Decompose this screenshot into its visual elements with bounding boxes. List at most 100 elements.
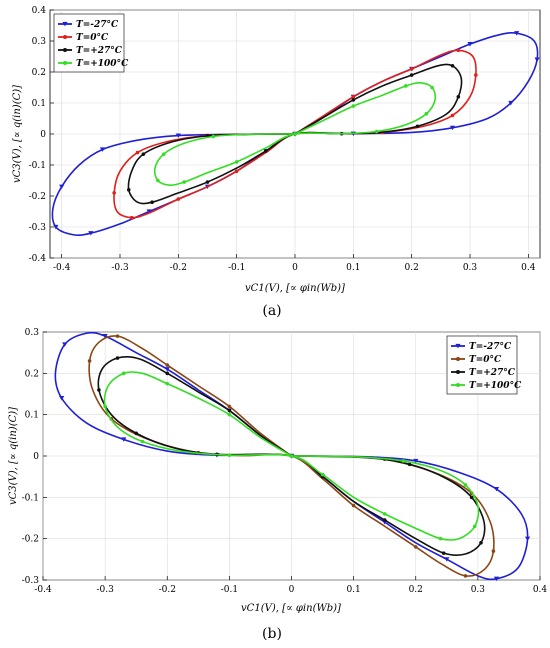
x-tick-label: 0.4 xyxy=(533,585,548,595)
legend-item: T=+27°C xyxy=(451,368,516,378)
series-point xyxy=(450,113,455,118)
series-point xyxy=(102,334,108,339)
series-point xyxy=(456,95,461,99)
legend-item: T=+27°C xyxy=(58,46,123,56)
series-point xyxy=(205,180,210,184)
series-point xyxy=(472,524,477,529)
series-point xyxy=(156,178,160,183)
x-tick-label: -0.3 xyxy=(111,263,129,273)
series-point xyxy=(165,371,170,376)
panel-b-xlabel: vC1(V), [∝ φin(Wb)] xyxy=(241,603,341,614)
series-point xyxy=(467,42,473,47)
legend-marker xyxy=(63,35,67,39)
series-point xyxy=(88,231,94,236)
series-point xyxy=(211,134,216,139)
series-point xyxy=(479,541,483,545)
series-point xyxy=(430,85,434,90)
series-point xyxy=(382,512,387,516)
series-point xyxy=(463,483,468,487)
series-point xyxy=(227,453,232,457)
x-tick-label: 0.2 xyxy=(405,263,419,273)
series-point xyxy=(175,133,181,138)
series-point xyxy=(62,342,68,347)
x-tick-label: 0.1 xyxy=(346,585,360,595)
panel-a-chart: -0.4 -0.3 -0.2 -0.1 0 0.1 0.2 0.3 0.4 -0.4 -0.3 -0.… xyxy=(12,6,541,319)
series-point xyxy=(227,412,232,417)
y-tick-label: 0.1 xyxy=(32,99,46,109)
x-tick-label: -0.4 xyxy=(53,263,71,273)
legend-item: T=0°C xyxy=(451,355,502,365)
legend-label: T=0°C xyxy=(469,355,502,365)
series-point xyxy=(176,197,181,201)
x-tick-label: -0.1 xyxy=(221,585,238,595)
series-point xyxy=(351,503,356,508)
x-tick-label: 0 xyxy=(292,263,298,273)
series-4 xyxy=(103,371,480,541)
series-point xyxy=(140,439,145,444)
series-point xyxy=(382,518,387,522)
panel-b-ylabel: vC3(V), [∝ q(in)(C)] xyxy=(8,407,19,505)
panel-b-series xyxy=(54,331,531,582)
y-tick-label: 0.3 xyxy=(25,328,40,338)
x-tick-label: -0.1 xyxy=(228,263,245,273)
panel-a-ticks: -0.4 -0.3 -0.2 -0.1 0 0.1 0.2 0.3 0.4 -0.4 -0.3 -0.… xyxy=(29,6,536,273)
series-point xyxy=(524,536,531,542)
legend-marker xyxy=(456,370,460,374)
legend-item: T=0°C xyxy=(58,33,109,43)
series-point xyxy=(514,31,520,36)
legend-item: T=-27°C xyxy=(451,342,512,352)
legend-label: T=-27°C xyxy=(76,20,119,30)
series-point xyxy=(289,454,294,458)
series-point xyxy=(438,536,443,541)
legend-marker xyxy=(63,61,67,65)
series-point xyxy=(121,371,126,376)
panel-a-series xyxy=(51,31,540,236)
legend-label: T=-27°C xyxy=(469,342,512,352)
legend-item: T=-27°C xyxy=(58,20,119,30)
legend-marker xyxy=(62,21,68,27)
series-point xyxy=(456,48,461,53)
series-point xyxy=(449,125,456,131)
series-point xyxy=(99,147,106,152)
legend-item: T=+100°C xyxy=(58,59,129,69)
series-point xyxy=(59,396,65,401)
y-tick-label: -0.3 xyxy=(22,576,40,586)
y-tick-label: 0 xyxy=(40,130,46,140)
series-point xyxy=(401,459,406,463)
series-point xyxy=(463,574,468,578)
series-point xyxy=(126,188,131,192)
series-point xyxy=(508,100,514,106)
x-tick-label: 0 xyxy=(289,585,295,595)
series-point xyxy=(534,57,540,62)
series-point xyxy=(129,215,134,220)
panel-a-legend: T=-27°C T=0°C T=+27°C T=+100°C xyxy=(53,13,129,73)
x-tick-label: 0.4 xyxy=(521,263,536,273)
x-tick-label: 0.1 xyxy=(346,263,360,273)
legend-marker xyxy=(456,383,460,387)
panel-a-ylabel: vC3(V), [∝ q(in)(C)] xyxy=(12,85,23,183)
y-tick-label: -0.2 xyxy=(29,192,46,202)
series-point xyxy=(115,356,120,360)
x-tick-label: -0.4 xyxy=(34,585,52,595)
series-point xyxy=(161,152,166,156)
series-point xyxy=(293,132,297,136)
series-point xyxy=(469,495,474,500)
series-point xyxy=(441,551,446,555)
series-point xyxy=(320,472,325,477)
series-point xyxy=(53,224,59,230)
series-point xyxy=(413,458,419,464)
series-point xyxy=(141,152,146,156)
series-point xyxy=(59,184,65,190)
series-point xyxy=(150,200,154,204)
series-point xyxy=(234,169,239,173)
series-point xyxy=(97,388,101,392)
x-tick-label: 0.3 xyxy=(463,263,478,273)
series-point xyxy=(121,437,127,442)
series-point xyxy=(164,367,170,372)
series-point xyxy=(409,73,414,77)
series-point xyxy=(351,95,356,99)
y-tick-label: -0.4 xyxy=(29,254,47,264)
y-tick-label: 0.4 xyxy=(32,6,47,16)
series-point xyxy=(112,191,116,195)
x-tick-label: -0.2 xyxy=(170,263,187,273)
